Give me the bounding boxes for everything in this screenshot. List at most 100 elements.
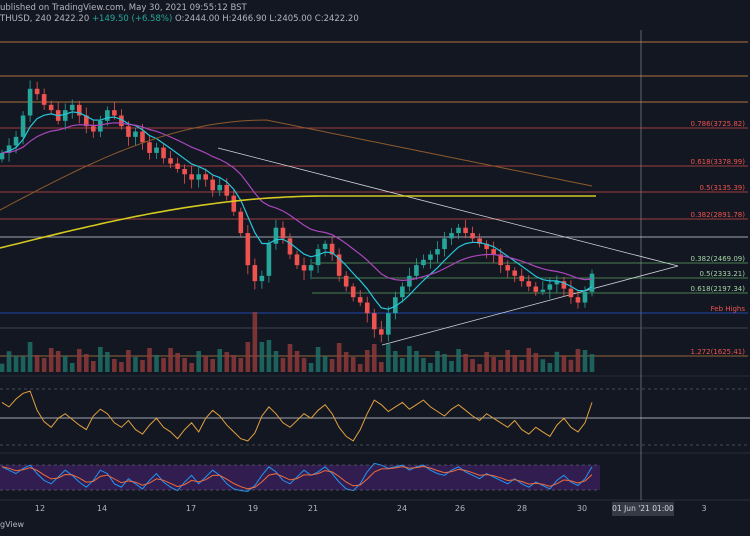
volume-bar	[133, 357, 138, 372]
candle-body	[133, 131, 138, 137]
candle-body	[350, 286, 356, 298]
x-axis-tick-label: 17	[186, 504, 196, 513]
price-value: 2422.20	[54, 14, 90, 24]
ohlc-values: O:2444.00 H:2466.90 L:2405.00 C:2422.20	[174, 14, 359, 24]
volume-bar	[34, 355, 40, 372]
volume-bar	[519, 360, 525, 372]
candle-body	[182, 168, 187, 175]
volume-bar	[266, 340, 272, 372]
candle-body	[554, 281, 560, 285]
candle-body	[245, 233, 251, 266]
candle-body	[329, 243, 335, 255]
candle-body	[364, 302, 370, 314]
volume-bar	[105, 352, 110, 372]
volume-bar	[126, 350, 131, 372]
volume-bar	[119, 362, 124, 372]
volume-bar	[259, 342, 265, 372]
volume-bar	[477, 364, 482, 372]
volume-bar	[512, 355, 518, 372]
candle-body	[210, 179, 216, 191]
x-axis-tick-label: 30	[577, 504, 587, 513]
volume-bar	[421, 358, 426, 372]
volume-bar	[13, 355, 19, 372]
ema-fast-line	[1, 111, 593, 310]
volume-bar	[98, 347, 103, 372]
candle-body	[69, 104, 75, 111]
volume-bar	[83, 354, 89, 372]
volume-bar	[386, 344, 391, 372]
candle-body	[48, 104, 54, 111]
candle-body	[301, 265, 307, 271]
candle-body	[512, 270, 518, 276]
x-axis-tick-label: 19	[248, 504, 258, 513]
volume-bar	[533, 353, 539, 372]
candle-body	[386, 313, 391, 335]
candle-body	[407, 275, 412, 287]
candle-body	[378, 329, 384, 335]
candle-body	[463, 227, 468, 234]
x-axis-tick-label: 26	[455, 504, 465, 513]
candle-body	[98, 120, 103, 132]
candle-body	[498, 254, 503, 266]
volume-bar	[224, 352, 230, 372]
fib-label: 0.382(2891.78)	[691, 211, 746, 219]
candle-body	[371, 313, 377, 330]
volume-bar	[343, 352, 349, 372]
fib-label: 0.5(2333.21)	[699, 270, 745, 278]
candle-body	[526, 281, 532, 287]
volume-bar	[217, 349, 223, 372]
volume-bar	[456, 349, 461, 372]
candle-body	[154, 147, 159, 153]
fib-label: 0.786(3725.82)	[691, 120, 746, 128]
candle-body	[231, 195, 237, 212]
candle-body	[393, 297, 398, 314]
candle-body	[456, 227, 461, 234]
volume-bar	[568, 359, 574, 372]
volume-bar	[55, 351, 61, 372]
candle-body	[147, 142, 152, 153]
volume-bar	[554, 351, 560, 372]
volume-bar	[357, 364, 363, 372]
rsi-line	[1, 390, 593, 442]
candle-body	[0, 152, 5, 160]
candle-body	[575, 297, 581, 303]
candle-body	[491, 249, 496, 255]
candle-body	[589, 273, 595, 292]
volume-bar	[168, 348, 173, 372]
candle-body	[547, 284, 553, 290]
volume-bar	[491, 357, 496, 372]
volume-bar	[505, 350, 511, 372]
volume-bar	[62, 356, 68, 372]
candle-body	[343, 275, 349, 287]
candle-body	[414, 265, 419, 276]
volume-bar	[20, 356, 26, 372]
candle-body	[533, 286, 539, 292]
candle-body	[273, 227, 279, 244]
volume-bar	[414, 351, 419, 372]
volume-bar	[484, 352, 489, 372]
volume-bar	[350, 357, 356, 372]
volume-bar	[69, 363, 75, 372]
volume-bar	[287, 344, 293, 372]
fib-label: 0.5(3135.39)	[699, 184, 745, 192]
volume-bar	[273, 351, 279, 372]
candle-body	[175, 163, 180, 169]
candle-body	[217, 184, 223, 191]
x-axis-tick-label: 28	[517, 504, 527, 513]
volume-bar	[210, 359, 216, 372]
candle-body	[224, 184, 230, 196]
volume-bar	[547, 363, 553, 372]
volume-bar	[470, 359, 475, 372]
candle-body	[203, 174, 208, 180]
volume-bar	[322, 356, 328, 372]
candle-body	[119, 115, 124, 127]
volume-bar	[203, 356, 208, 372]
volume-bar	[449, 361, 454, 372]
candle-body	[568, 288, 574, 298]
candle-body	[252, 265, 258, 282]
volume-bar	[442, 354, 447, 372]
volume-bar	[154, 355, 159, 372]
candle-body	[582, 291, 588, 303]
volume-bar	[540, 359, 546, 372]
